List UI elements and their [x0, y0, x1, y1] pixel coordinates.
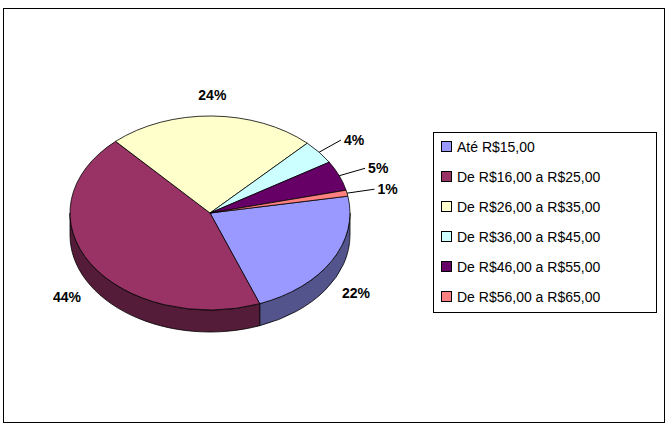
legend-label: De R$16,00 a R$25,00	[457, 169, 600, 185]
legend-label: De R$46,00 a R$55,00	[457, 259, 600, 275]
chart-frame	[4, 9, 665, 423]
legend-swatch	[442, 142, 452, 152]
data-label: 44%	[53, 289, 82, 305]
legend-swatch	[442, 262, 452, 272]
slice-top	[210, 162, 346, 213]
slice	[210, 162, 346, 213]
leader-line	[319, 140, 341, 152]
leader-line	[347, 189, 374, 193]
legend-label: Até R$15,00	[457, 139, 535, 155]
slice	[210, 190, 348, 213]
leader-line	[339, 168, 365, 175]
legend-label: De R$36,00 a R$45,00	[457, 229, 600, 245]
legend-swatch	[442, 202, 452, 212]
legend-label: De R$56,00 a R$65,00	[457, 289, 600, 305]
data-label: 5%	[368, 160, 389, 176]
chart: 22% 44% 24% 4%5% 1% Até R$15,00 De R$16,00 a R…	[0, 0, 668, 424]
slice-top	[210, 190, 348, 213]
data-label: 24%	[198, 87, 227, 103]
legend: Até R$15,00 De R$16,00 a R$25,00 De R$26,0…	[434, 133, 657, 313]
data-label: 1%	[377, 181, 398, 197]
data-label: 4%	[344, 132, 365, 148]
legend-label: De R$26,00 a R$35,00	[457, 199, 600, 215]
legend-box	[434, 133, 657, 313]
legend-swatch	[442, 292, 452, 302]
legend-swatch	[442, 172, 452, 182]
pie	[70, 116, 350, 332]
data-label: 22%	[342, 285, 371, 301]
legend-swatch	[442, 232, 452, 242]
